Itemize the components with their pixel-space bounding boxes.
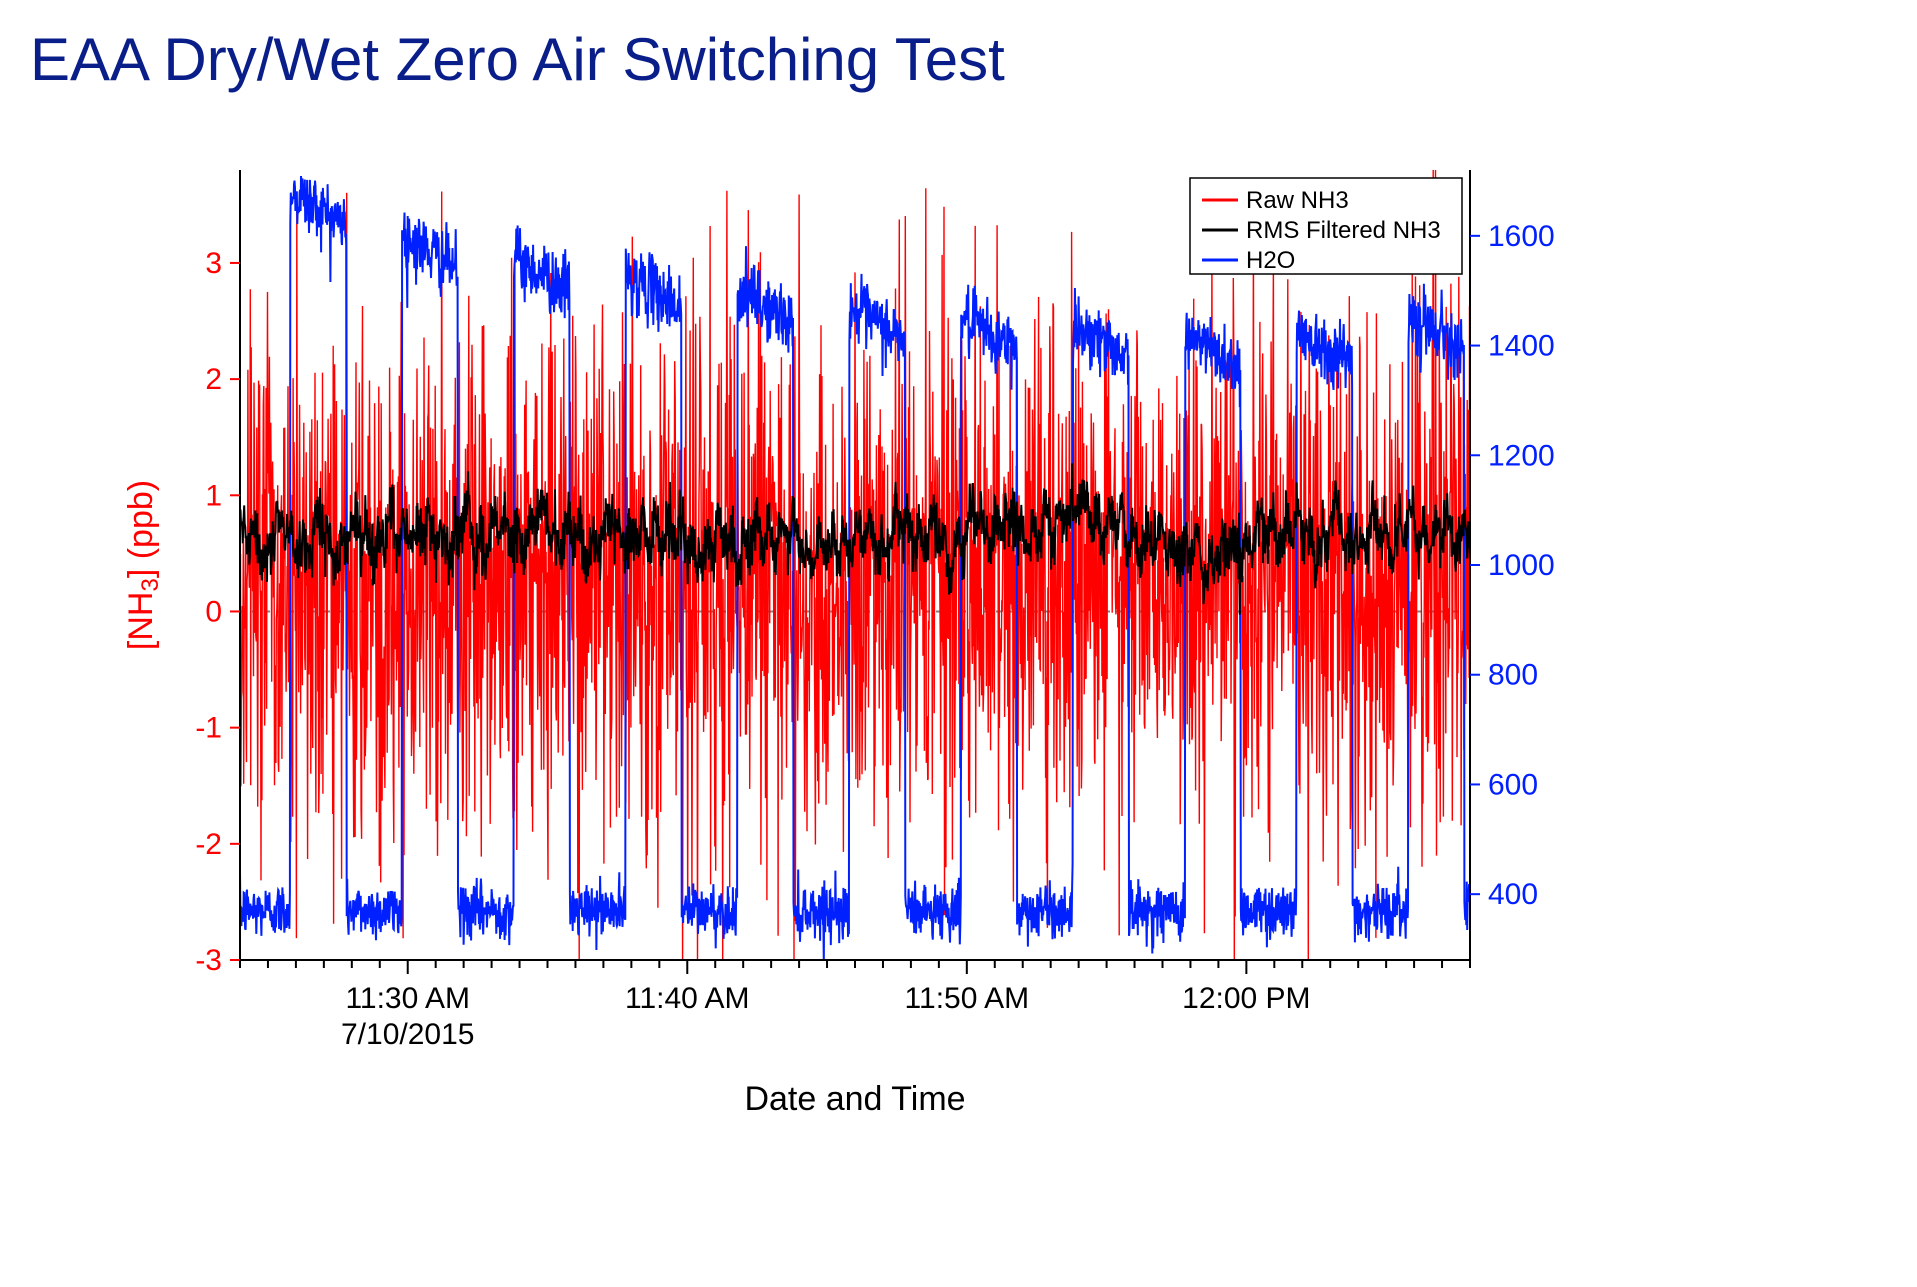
left-axis-tick-label: 3 bbox=[205, 247, 222, 280]
right-axis-label: [H2O] (ppm) bbox=[1566, 474, 1570, 655]
x-axis-tick-label: 11:50 AM bbox=[905, 982, 1030, 1015]
x-axis-tick-label: 12:00 PM bbox=[1182, 982, 1310, 1015]
legend-item-label: RMS Filtered NH3 bbox=[1246, 217, 1441, 244]
x-axis-tick-label: 11:30 AM bbox=[345, 982, 470, 1015]
page-title: EAA Dry/Wet Zero Air Switching Test bbox=[30, 25, 1005, 94]
left-axis-tick-label: -2 bbox=[195, 828, 222, 861]
series-raw-nh3 bbox=[240, 170, 1470, 972]
chart-container: -3 -2 -1 0 1 2 3 [NH3] (ppb) 400 600 800 1000 1200 14… bbox=[120, 160, 1570, 1210]
right-axis-tick-label: 1200 bbox=[1488, 439, 1555, 472]
legend-item-label: Raw NH3 bbox=[1246, 187, 1349, 214]
right-axis-tick-label: 400 bbox=[1488, 878, 1538, 911]
x-axis-date-label: 7/10/2015 bbox=[341, 1018, 474, 1051]
x-axis-label: Date and Time bbox=[744, 1080, 965, 1118]
right-axis-tick-label: 800 bbox=[1488, 659, 1538, 692]
timeseries-chart: -3 -2 -1 0 1 2 3 [NH3] (ppb) 400 600 800 1000 1200 14… bbox=[120, 160, 1570, 1210]
right-axis-tick-label: 1000 bbox=[1488, 549, 1555, 582]
right-axis-tick-label: 1400 bbox=[1488, 330, 1555, 363]
legend: Raw NH3 RMS Filtered NH3 H2O bbox=[1190, 178, 1462, 274]
legend-item-label: H2O bbox=[1246, 247, 1295, 274]
left-axis-tick-label: 1 bbox=[205, 479, 222, 512]
x-axis-tick-label: 11:40 AM bbox=[625, 982, 750, 1015]
left-axis-tick-label: 2 bbox=[205, 363, 222, 396]
left-axis-tick-label: -3 bbox=[195, 944, 222, 977]
right-axis-tick-label: 1600 bbox=[1488, 220, 1555, 253]
left-axis-tick-label: -1 bbox=[195, 712, 222, 745]
left-axis-label: [NH3] (ppb) bbox=[122, 480, 164, 650]
left-axis-tick-label: 0 bbox=[205, 595, 222, 628]
right-axis-tick-label: 600 bbox=[1488, 768, 1538, 801]
